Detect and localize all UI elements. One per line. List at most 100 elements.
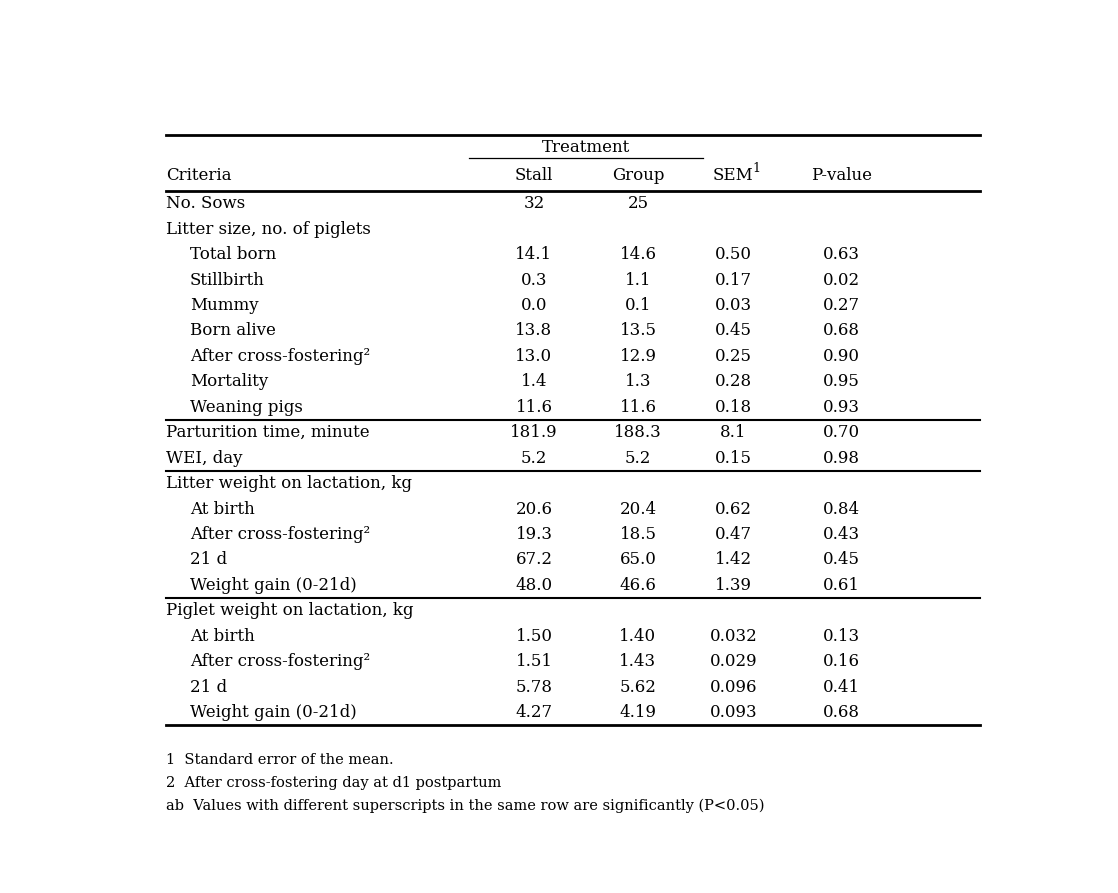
Text: 0.41: 0.41 [823, 679, 860, 696]
Text: 0.03: 0.03 [714, 297, 751, 314]
Text: Mummy: Mummy [190, 297, 258, 314]
Text: 20.6: 20.6 [515, 501, 552, 518]
Text: 12.9: 12.9 [619, 348, 656, 365]
Text: 11.6: 11.6 [515, 399, 552, 416]
Text: 0.15: 0.15 [714, 450, 751, 467]
Text: Total born: Total born [190, 246, 276, 263]
Text: 14.1: 14.1 [515, 246, 552, 263]
Text: 25: 25 [627, 196, 648, 213]
Text: Group: Group [612, 167, 664, 185]
Text: 0.18: 0.18 [714, 399, 751, 416]
Text: 2  After cross-fostering day at d1 postpartum: 2 After cross-fostering day at d1 postpa… [165, 776, 501, 790]
Text: 0.84: 0.84 [823, 501, 860, 518]
Text: Stillbirth: Stillbirth [190, 271, 265, 288]
Text: 0.02: 0.02 [823, 271, 860, 288]
Text: 0.95: 0.95 [823, 373, 860, 390]
Text: 67.2: 67.2 [515, 552, 552, 569]
Text: 1.50: 1.50 [515, 628, 552, 645]
Text: 20.4: 20.4 [619, 501, 656, 518]
Text: 21 d: 21 d [190, 679, 227, 696]
Text: 1  Standard error of the mean.: 1 Standard error of the mean. [165, 754, 394, 767]
Text: 0.093: 0.093 [710, 704, 757, 722]
Text: Treatment: Treatment [542, 138, 631, 155]
Text: 1.4: 1.4 [521, 373, 547, 390]
Text: P-value: P-value [811, 167, 872, 185]
Text: 1.42: 1.42 [714, 552, 751, 569]
Text: 48.0: 48.0 [515, 577, 552, 594]
Text: 0.3: 0.3 [521, 271, 547, 288]
Text: 18.5: 18.5 [619, 526, 656, 543]
Text: 181.9: 181.9 [510, 424, 558, 441]
Text: 65.0: 65.0 [619, 552, 656, 569]
Text: 0.27: 0.27 [823, 297, 860, 314]
Text: 0.68: 0.68 [823, 704, 860, 722]
Text: After cross-fostering²: After cross-fostering² [190, 526, 370, 543]
Text: After cross-fostering²: After cross-fostering² [190, 653, 370, 671]
Text: At birth: At birth [190, 628, 255, 645]
Text: 0.13: 0.13 [823, 628, 860, 645]
Text: 21 d: 21 d [190, 552, 227, 569]
Text: Piglet weight on lactation, kg: Piglet weight on lactation, kg [165, 603, 414, 620]
Text: 4.27: 4.27 [515, 704, 552, 722]
Text: 0.25: 0.25 [714, 348, 751, 365]
Text: 0.096: 0.096 [710, 679, 757, 696]
Text: After cross-fostering²: After cross-fostering² [190, 348, 370, 365]
Text: 1.43: 1.43 [619, 653, 656, 671]
Text: 4.19: 4.19 [619, 704, 656, 722]
Text: 1.1: 1.1 [625, 271, 651, 288]
Text: 0.98: 0.98 [823, 450, 860, 467]
Text: Mortality: Mortality [190, 373, 268, 390]
Text: Parturition time, minute: Parturition time, minute [165, 424, 369, 441]
Text: 0.16: 0.16 [823, 653, 860, 671]
Text: 5.2: 5.2 [521, 450, 547, 467]
Text: 0.62: 0.62 [714, 501, 751, 518]
Text: No. Sows: No. Sows [165, 196, 245, 213]
Text: 0.17: 0.17 [714, 271, 751, 288]
Text: 0.032: 0.032 [710, 628, 757, 645]
Text: 0.45: 0.45 [823, 552, 860, 569]
Text: Litter size, no. of piglets: Litter size, no. of piglets [165, 221, 371, 238]
Text: 0.68: 0.68 [823, 322, 860, 339]
Text: 8.1: 8.1 [720, 424, 747, 441]
Text: Born alive: Born alive [190, 322, 276, 339]
Text: 0.28: 0.28 [714, 373, 751, 390]
Text: 1.40: 1.40 [619, 628, 656, 645]
Text: Weaning pigs: Weaning pigs [190, 399, 303, 416]
Text: 0.61: 0.61 [823, 577, 860, 594]
Text: Stall: Stall [514, 167, 553, 185]
Text: 1.3: 1.3 [625, 373, 651, 390]
Text: 1.39: 1.39 [714, 577, 751, 594]
Text: 0.1: 0.1 [625, 297, 651, 314]
Text: 0.0: 0.0 [521, 297, 547, 314]
Text: SEM: SEM [713, 167, 754, 185]
Text: ab  Values with different superscripts in the same row are significantly (P<0.05: ab Values with different superscripts in… [165, 798, 765, 813]
Text: WEI, day: WEI, day [165, 450, 243, 467]
Text: 5.62: 5.62 [619, 679, 656, 696]
Text: 11.6: 11.6 [619, 399, 656, 416]
Text: 0.93: 0.93 [823, 399, 860, 416]
Text: 0.90: 0.90 [823, 348, 860, 365]
Text: 0.45: 0.45 [714, 322, 751, 339]
Text: At birth: At birth [190, 501, 255, 518]
Text: 0.70: 0.70 [823, 424, 860, 441]
Text: 1: 1 [752, 162, 760, 175]
Text: 13.5: 13.5 [619, 322, 656, 339]
Text: 0.47: 0.47 [714, 526, 751, 543]
Text: 1.51: 1.51 [515, 653, 552, 671]
Text: 13.0: 13.0 [515, 348, 552, 365]
Text: Weight gain (0-21d): Weight gain (0-21d) [190, 577, 357, 594]
Text: 0.63: 0.63 [823, 246, 860, 263]
Text: 0.50: 0.50 [714, 246, 751, 263]
Text: Litter weight on lactation, kg: Litter weight on lactation, kg [165, 475, 411, 492]
Text: 13.8: 13.8 [515, 322, 552, 339]
Text: 188.3: 188.3 [614, 424, 662, 441]
Text: 0.43: 0.43 [823, 526, 860, 543]
Text: 32: 32 [523, 196, 544, 213]
Text: 19.3: 19.3 [515, 526, 552, 543]
Text: Criteria: Criteria [165, 167, 231, 185]
Text: 46.6: 46.6 [619, 577, 656, 594]
Text: 0.029: 0.029 [710, 653, 757, 671]
Text: Weight gain (0-21d): Weight gain (0-21d) [190, 704, 357, 722]
Text: 5.2: 5.2 [625, 450, 651, 467]
Text: 14.6: 14.6 [619, 246, 656, 263]
